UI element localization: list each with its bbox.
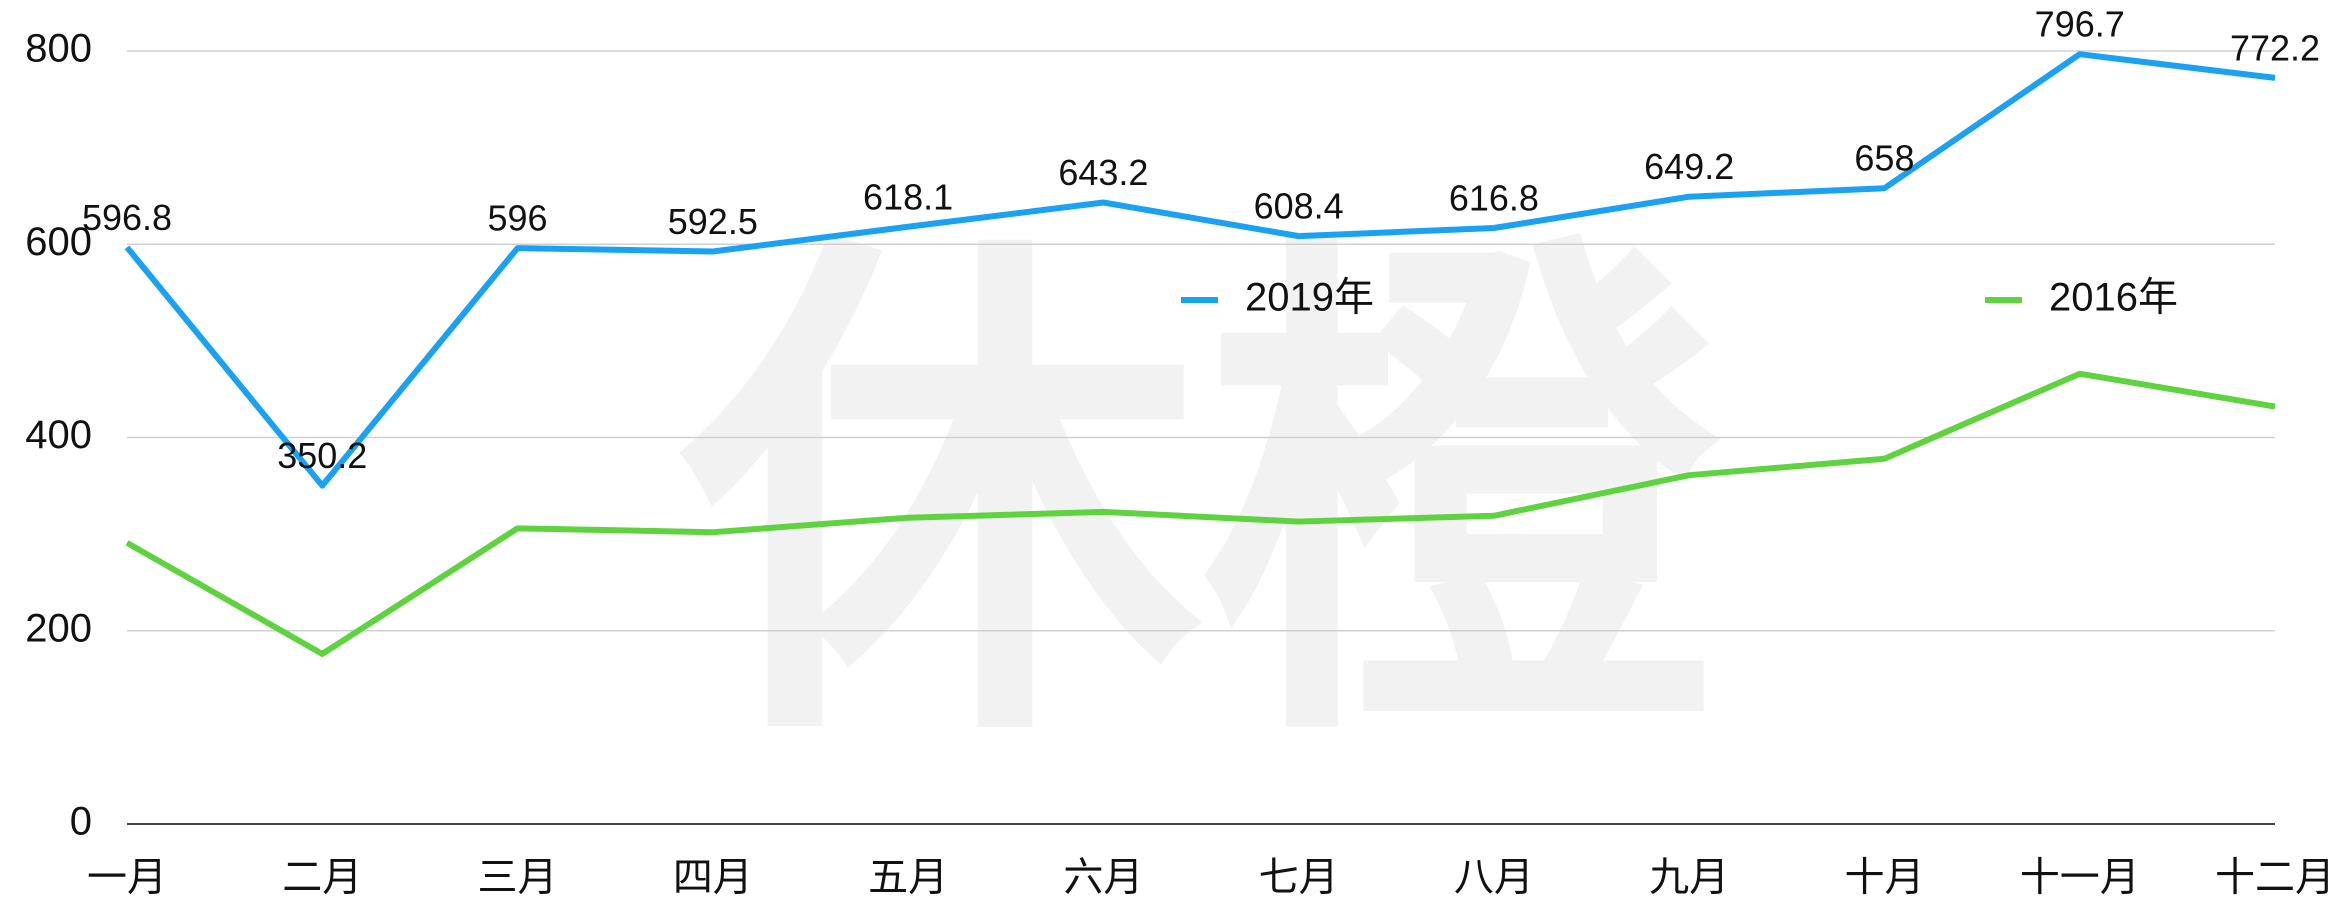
series-line [125, 370, 2276, 657]
x-tick-label: 七月 [1259, 856, 1339, 900]
data-label: 592.5 [668, 201, 758, 242]
legend-label: 2019年 [1245, 276, 1374, 320]
x-tick-label: 五月 [868, 856, 948, 900]
data-label: 772.2 [2230, 27, 2320, 68]
x-tick-label: 二月 [282, 856, 362, 900]
y-tick-label: 800 [25, 27, 92, 71]
legend-label: 2016年 [2049, 276, 2178, 320]
x-tick-label: 八月 [1454, 856, 1534, 900]
data-label: 616.8 [1449, 178, 1539, 219]
data-label: 649.2 [1644, 146, 1734, 187]
x-tick-label: 一月 [87, 856, 167, 900]
data-label: 796.7 [2035, 4, 2125, 45]
data-label: 618.1 [863, 176, 953, 217]
data-label: 596.8 [82, 197, 172, 238]
data-label: 350.2 [277, 435, 367, 476]
x-tick-label: 四月 [673, 856, 753, 900]
y-tick-label: 400 [25, 413, 92, 457]
data-label: 596 [488, 198, 548, 239]
x-tick-label: 十月 [1844, 856, 1924, 900]
x-tick-label: 九月 [1649, 856, 1729, 900]
watermark: 休橙 [672, 207, 1728, 788]
data-label: 658 [1854, 138, 1914, 179]
x-tick-label: 六月 [1063, 856, 1143, 900]
y-tick-label: 200 [25, 606, 92, 650]
y-tick-label: 0 [70, 800, 92, 844]
x-tick-label: 三月 [478, 856, 558, 900]
series-line [124, 51, 2276, 489]
y-tick-label: 600 [25, 220, 92, 264]
data-label: 643.2 [1058, 152, 1148, 193]
x-tick-label: 十二月 [2215, 856, 2335, 900]
data-label: 608.4 [1254, 186, 1344, 227]
x-tick-label: 十一月 [2020, 856, 2140, 900]
